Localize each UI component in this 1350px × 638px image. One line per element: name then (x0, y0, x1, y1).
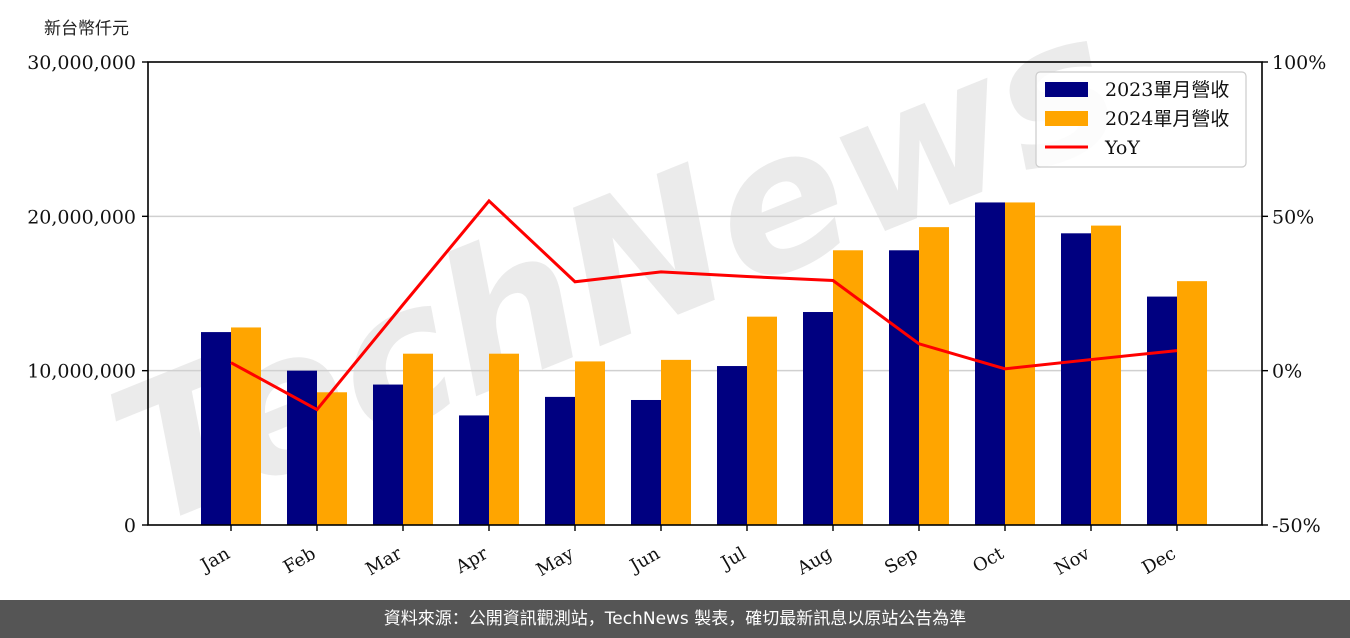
right-tick-label: 100% (1272, 52, 1326, 74)
x-tick-label: Sep (881, 543, 921, 578)
bar-apr-1 (489, 353, 519, 525)
right-tick-label: 50% (1272, 206, 1314, 228)
bar-feb-1 (317, 392, 347, 525)
legend-label: YoY (1104, 137, 1140, 159)
x-tick-label: Jun (625, 543, 664, 578)
bar-aug-0 (803, 312, 833, 525)
x-tick-label: Nov (1051, 543, 1094, 580)
bar-jan-1 (231, 327, 261, 525)
yoy-line (230, 198, 1178, 412)
y-axis-unit-label: 新台幣仟元 (44, 19, 129, 39)
left-tick-label: 30,000,000 (27, 52, 136, 74)
bar-line-chart: TechNews 010,000,00020,000,00030,000,000… (27, 0, 1326, 581)
x-tick-label: Mar (362, 543, 406, 580)
legend-label: 2024單月營收 (1105, 108, 1229, 130)
bar-apr-0 (459, 415, 489, 525)
bar-jul-1 (747, 316, 777, 525)
x-tick-label: Apr (451, 543, 491, 578)
bar-nov-0 (1061, 233, 1091, 525)
x-tick-label: Feb (280, 543, 320, 578)
bar-oct-1 (1005, 202, 1035, 525)
left-tick-label: 0 (124, 515, 136, 537)
right-tick-label: 0% (1272, 361, 1302, 383)
legend: 2023單月營收 2024單月營收 YoY (1035, 71, 1247, 168)
bar-jun-0 (631, 399, 661, 525)
bar-jan-0 (201, 332, 231, 525)
bar-may-0 (545, 396, 575, 525)
right-tick-label: -50% (1272, 515, 1321, 537)
x-tick-label: Dec (1139, 543, 1180, 579)
x-tick-label: Aug (793, 543, 836, 580)
bar-mar-1 (403, 353, 433, 525)
bar-sep-1 (919, 227, 949, 526)
bar-feb-0 (287, 370, 317, 525)
x-tick-label: May (533, 543, 578, 581)
bar-jul-0 (717, 366, 747, 525)
left-tick-label: 10,000,000 (27, 361, 136, 383)
bar-dec-0 (1147, 296, 1177, 525)
source-footer: 資料來源：公開資訊觀測站，TechNews 製表，確切最新訊息以原站公告為準 (0, 600, 1350, 638)
x-tick-label: Jul (716, 543, 750, 575)
bar-jun-1 (661, 359, 691, 525)
bar-dec-1 (1177, 281, 1207, 525)
legend-label: 2023單月營收 (1105, 79, 1229, 101)
bar-sep-0 (889, 250, 919, 525)
bar-aug-1 (833, 250, 863, 525)
left-tick-label: 20,000,000 (27, 206, 136, 228)
bar-nov-1 (1091, 225, 1121, 526)
bar-series (201, 202, 1207, 526)
bar-mar-0 (373, 384, 403, 525)
bar-may-1 (575, 361, 605, 525)
x-tick-label: Oct (969, 543, 1008, 578)
